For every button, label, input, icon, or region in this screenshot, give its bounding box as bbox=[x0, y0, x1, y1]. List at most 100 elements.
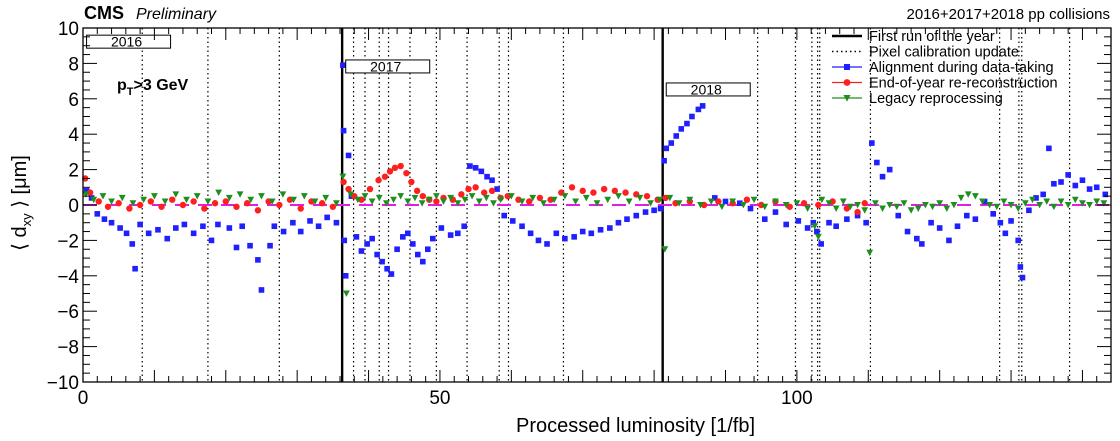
point-square-0-10 bbox=[145, 230, 152, 237]
point-triangle-2-54 bbox=[561, 193, 569, 200]
point-triangle-2-43 bbox=[461, 196, 469, 204]
point-square-0-33 bbox=[333, 219, 340, 226]
point-triangle-2-8 bbox=[161, 198, 169, 205]
point-triangle-2-31 bbox=[375, 194, 383, 202]
point-triangle-2-93 bbox=[900, 200, 908, 207]
point-square-0-103 bbox=[810, 219, 817, 226]
point-triangle-2-110 bbox=[1021, 200, 1029, 207]
point-square-0-78 bbox=[607, 225, 613, 231]
point-triangle-2-109 bbox=[1014, 205, 1022, 212]
point-square-0-31 bbox=[315, 223, 322, 230]
point-triangle-2-111 bbox=[1029, 196, 1036, 204]
point-triangle-2-18 bbox=[268, 198, 276, 205]
point-circle-1-10 bbox=[179, 201, 187, 209]
point-square-0-45 bbox=[379, 258, 385, 265]
legend-swatch-4 bbox=[843, 95, 851, 102]
point-square-0-96 bbox=[736, 200, 743, 207]
point-square-0-125 bbox=[981, 198, 988, 205]
point-square-0-51 bbox=[410, 241, 416, 247]
point-square-0-106 bbox=[826, 219, 832, 226]
point-circle-1-3 bbox=[104, 203, 112, 210]
point-triangle-2-2 bbox=[99, 193, 107, 200]
point-square-0-74 bbox=[571, 234, 577, 240]
year-box-2 bbox=[665, 82, 751, 97]
point-square-0-36 bbox=[341, 237, 348, 244]
point-square-0-43 bbox=[369, 235, 375, 242]
point-triangle-2-34 bbox=[397, 193, 405, 200]
point-triangle-2-14 bbox=[225, 194, 233, 202]
point-square-0-100 bbox=[783, 221, 789, 228]
point-triangle-2-114 bbox=[1050, 203, 1058, 211]
point-triangle-2-65 bbox=[666, 194, 674, 202]
point-circle-1-15 bbox=[233, 203, 240, 210]
point-circle-1-5 bbox=[126, 205, 133, 212]
point-circle-1-7 bbox=[147, 198, 155, 205]
point-circle-1-46 bbox=[481, 189, 488, 196]
point-triangle-2-4 bbox=[118, 194, 126, 202]
point-circle-1-43 bbox=[458, 191, 465, 198]
point-circle-1-59 bbox=[611, 187, 619, 195]
legend-label-3: End-of-year re-reconstruction bbox=[869, 76, 1058, 92]
point-circle-1-73 bbox=[786, 203, 793, 210]
point-square-0-9 bbox=[137, 221, 143, 228]
point-square-0-93 bbox=[699, 103, 706, 109]
point-square-0-27 bbox=[280, 228, 287, 235]
point-triangle-2-112 bbox=[1036, 202, 1044, 209]
point-square-0-82 bbox=[642, 209, 649, 215]
point-triangle-2-20 bbox=[290, 196, 297, 204]
point-square-0-54 bbox=[425, 246, 431, 253]
y-tick-label-2: 2 bbox=[68, 161, 79, 182]
point-circle-1-14 bbox=[222, 198, 229, 205]
y-tick-label-8: 8 bbox=[68, 54, 79, 75]
point-square-0-38 bbox=[345, 152, 352, 159]
point-triangle-2-120 bbox=[1093, 198, 1101, 205]
point-square-0-14 bbox=[181, 221, 188, 228]
point-triangle-2-64 bbox=[661, 246, 669, 253]
point-triangle-2-23 bbox=[322, 194, 330, 202]
point-circle-1-16 bbox=[243, 200, 251, 207]
point-triangle-2-50 bbox=[518, 198, 526, 205]
point-triangle-2-25 bbox=[339, 173, 347, 181]
year-box-0 bbox=[86, 34, 172, 49]
point-circle-1-12 bbox=[201, 205, 208, 212]
point-triangle-2-21 bbox=[300, 193, 308, 200]
point-square-0-21 bbox=[239, 223, 245, 230]
y-tick-label-10: 10 bbox=[58, 19, 79, 40]
point-triangle-2-13 bbox=[215, 189, 223, 197]
point-triangle-2-11 bbox=[193, 193, 201, 200]
legend-swatch-2 bbox=[844, 64, 850, 70]
point-square-0-89 bbox=[678, 126, 685, 132]
point-square-0-69 bbox=[527, 230, 534, 237]
x-tick-label-100: 100 bbox=[781, 388, 813, 409]
point-circle-1-70 bbox=[743, 196, 751, 203]
y-tick-label--8: −8 bbox=[57, 338, 79, 359]
point-circle-1-35 bbox=[403, 169, 410, 177]
point-square-0-97 bbox=[747, 205, 754, 212]
point-triangle-2-78 bbox=[804, 205, 811, 212]
point-square-0-104 bbox=[814, 228, 820, 235]
series-0 bbox=[83, 62, 1109, 293]
point-triangle-2-100 bbox=[950, 202, 958, 209]
point-square-0-42 bbox=[364, 241, 370, 247]
point-circle-1-79 bbox=[861, 200, 868, 207]
point-square-0-18 bbox=[215, 221, 221, 228]
point-square-0-143 bbox=[1093, 184, 1100, 191]
point-circle-1-32 bbox=[386, 168, 394, 175]
point-triangle-2-61 bbox=[636, 194, 644, 202]
point-triangle-2-105 bbox=[986, 202, 994, 209]
point-triangle-2-3 bbox=[108, 198, 115, 205]
point-square-0-19 bbox=[226, 225, 233, 231]
point-square-0-64 bbox=[489, 177, 495, 184]
point-square-0-63 bbox=[484, 173, 490, 180]
point-square-0-80 bbox=[624, 216, 630, 222]
point-square-0-55 bbox=[430, 235, 436, 242]
point-square-0-37 bbox=[342, 273, 349, 279]
point-square-0-77 bbox=[597, 226, 604, 233]
point-square-0-52 bbox=[415, 251, 421, 258]
point-triangle-2-45 bbox=[475, 198, 483, 205]
point-triangle-2-119 bbox=[1086, 202, 1093, 209]
point-square-0-113 bbox=[879, 173, 886, 180]
point-square-0-95 bbox=[722, 198, 729, 205]
point-square-0-44 bbox=[374, 251, 380, 258]
point-triangle-2-42 bbox=[454, 200, 462, 207]
